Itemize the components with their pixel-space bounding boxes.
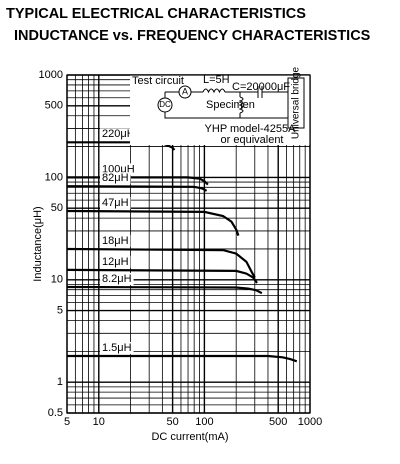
test-circuit: Test circuit L=5H C=20000μF A DC Specime…: [130, 66, 310, 146]
ammeter: [178, 85, 192, 99]
legend-bg: [100, 342, 134, 355]
chart-title: TYPICAL ELECTRICAL CHARACTERISTICS: [6, 6, 306, 22]
x-tick-label: 500: [269, 416, 287, 428]
circuit-title: Test circuit: [132, 75, 184, 87]
legend-bg: [100, 196, 131, 209]
series-line: [67, 354, 298, 363]
series-line: [66, 247, 256, 279]
x-tick-label: 50: [166, 416, 178, 428]
y-tick-label: 0.5: [48, 407, 63, 419]
y-tick-label: 50: [51, 202, 63, 214]
y-tick-label: 10: [51, 274, 63, 286]
series-line: [66, 185, 208, 192]
x-tick-label: 1000: [298, 416, 322, 428]
capacitor: [257, 86, 263, 98]
legend-bg: [100, 128, 137, 141]
chart-subtitle: INDUCTANCE vs. FREQUENCY CHARACTERISTICS: [14, 28, 371, 44]
series-line: [66, 209, 240, 236]
legend-label: 8.2μH: [102, 273, 132, 285]
plot-frame: [66, 74, 311, 414]
x-tick-label: 10: [93, 416, 105, 428]
specimen-coil: [238, 96, 244, 114]
inductor-label: L=5H: [203, 74, 230, 86]
legend-label: 18μH: [102, 235, 129, 247]
legend-bg: [100, 172, 131, 185]
dc-source: [157, 97, 173, 113]
specimen-label: Specimen: [206, 99, 255, 111]
series-line: [67, 176, 209, 186]
y-tick-label: 5: [57, 305, 63, 317]
y-tick-label: 500: [45, 100, 63, 112]
legend-bg: [100, 234, 131, 247]
legend-label: 47μH: [102, 197, 129, 209]
meter-label: A: [182, 86, 188, 96]
bridge-label: Universal bridge: [291, 66, 302, 139]
inductor: [202, 88, 226, 94]
y-tick-label: 100: [45, 171, 63, 183]
y-axis-label: Inductance(μH): [32, 206, 44, 281]
series-line: [66, 285, 263, 295]
model-note: or equivalent: [221, 134, 284, 146]
series-line: [66, 268, 258, 284]
wires: [164, 91, 288, 119]
bridge-box: [287, 77, 305, 129]
y-tick-label: 1: [57, 376, 63, 388]
legend-label: 1.5μH: [102, 342, 132, 354]
x-axis-label: DC current(mA): [151, 431, 228, 443]
legend-bg: [100, 255, 131, 268]
y-tick-label: 1000: [39, 69, 63, 81]
legend-label: 82μH: [102, 172, 129, 184]
x-tick-label: 5: [64, 416, 70, 428]
source-label: DC: [159, 100, 171, 109]
model-label: YHP model-4255A: [205, 123, 297, 135]
legend-label: 220μH: [102, 128, 135, 140]
legend-label: 12μH: [102, 256, 129, 268]
x-tick-label: 100: [195, 416, 213, 428]
capacitor-label: C=20000μF: [232, 81, 290, 93]
legend-bg: [100, 273, 134, 286]
